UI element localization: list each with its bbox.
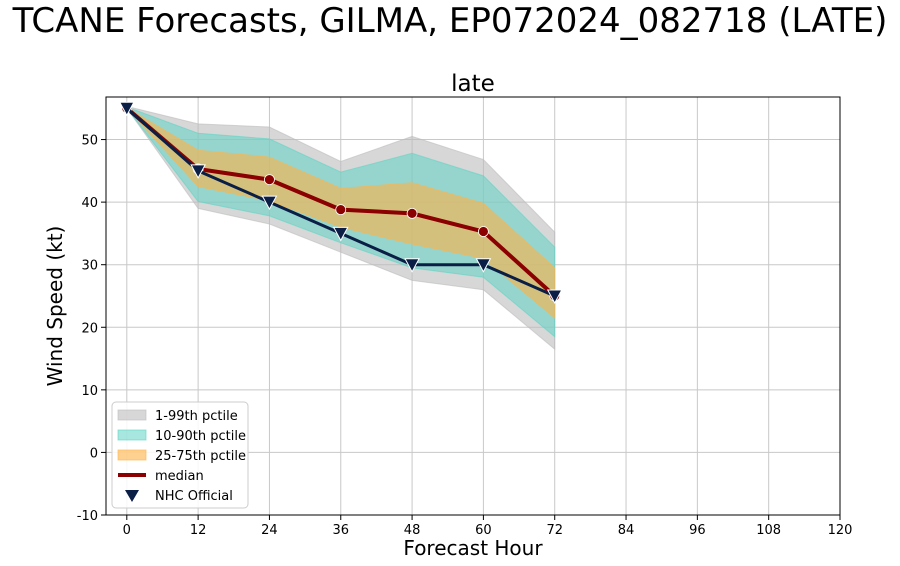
y-tick-label: 10 <box>81 384 98 399</box>
y-tick-label: 0 <box>90 446 98 461</box>
nhc-official-marker <box>118 101 135 117</box>
nhc-official-marker <box>475 258 492 273</box>
x-tick-label: 60 <box>475 523 492 538</box>
legend: 1-99th pctile 10-90th pctile 25-75th pctil… <box>111 401 249 509</box>
legend-marker <box>125 490 139 502</box>
y-tick-label: 30 <box>81 259 98 274</box>
y-tick-label: 50 <box>81 134 98 149</box>
chart-subtitle: late <box>451 71 495 97</box>
x-tick-label: 120 <box>828 523 853 538</box>
nhc-official-marker <box>190 164 206 179</box>
x-tick-label: 48 <box>404 523 421 538</box>
chart-title: TCANE Forecasts, GILMA, EP072024_082718 … <box>12 1 888 41</box>
x-tick-label: 0 <box>123 523 131 538</box>
x-tick-label: 72 <box>546 523 563 538</box>
y-tick-label: 40 <box>81 196 98 211</box>
nhc-official-marker <box>546 289 563 305</box>
x-tick-label: 108 <box>756 523 781 538</box>
legend-label: 10-90th pctile <box>155 429 246 444</box>
legend-swatch <box>117 409 147 421</box>
legend-swatch <box>117 429 147 441</box>
x-tick-label: 36 <box>332 523 349 538</box>
x-tick-label: 12 <box>190 523 207 538</box>
legend-label: NHC Official <box>155 489 233 504</box>
median-point <box>335 204 347 216</box>
y-tick-label: 20 <box>81 321 98 336</box>
x-tick-label: 96 <box>689 523 706 538</box>
y-axis-label: Wind Speed (kt) <box>43 226 67 387</box>
x-axis-label: Forecast Hour <box>403 536 543 560</box>
x-tick-label: 84 <box>618 523 635 538</box>
y-tick-label: -10 <box>77 509 98 524</box>
nhc-official-marker <box>404 258 420 273</box>
x-tick-label: 24 <box>261 523 278 538</box>
nhc-official-marker <box>332 226 349 242</box>
legend-label: 1-99th pctile <box>155 409 238 424</box>
median-point <box>264 174 275 185</box>
legend-swatch <box>117 449 147 461</box>
legend-label: 25-75th pctile <box>155 449 246 464</box>
median-point <box>406 207 418 219</box>
nhc-official-marker <box>261 195 278 211</box>
median-point <box>478 226 489 237</box>
legend-box <box>111 401 249 509</box>
legend-label: median <box>155 469 204 484</box>
plot-frame <box>105 96 841 516</box>
